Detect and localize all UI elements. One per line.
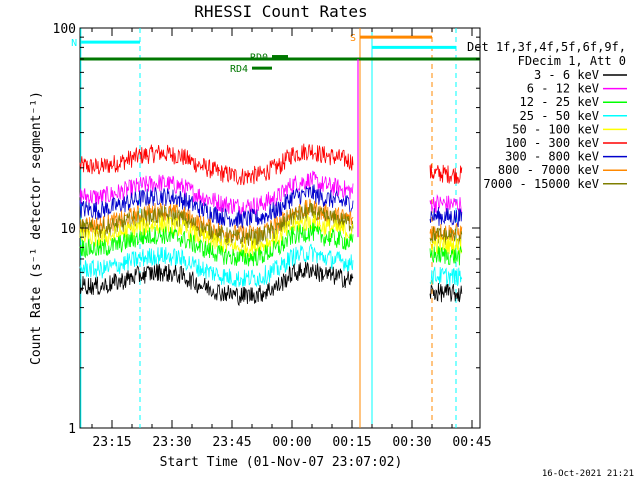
- annotation-bar-label-0: N: [71, 38, 77, 49]
- series-trace-2-1: [429, 245, 463, 266]
- x-tick-label-0: 23:15: [92, 435, 131, 450]
- series-trace-1-1: [429, 193, 463, 215]
- legend-label-7: 800 - 7000 keV: [498, 163, 599, 177]
- x-tick-label-1: 23:30: [152, 435, 191, 450]
- x-tick-label-3: 00:00: [272, 435, 311, 450]
- y-axis-label: Count Rate (s⁻¹ detector segment⁻¹): [29, 91, 44, 365]
- series-trace-2-0: [79, 222, 354, 267]
- footer-timestamp: 16-Oct-2021 21:21: [542, 469, 634, 479]
- annotation-bar-label-4: RD0: [250, 53, 268, 64]
- x-tick-label-6: 00:45: [452, 435, 491, 450]
- series-trace-6-1: [429, 207, 463, 228]
- x-axis-label: Start Time (01-Nov-07 23:07:02): [160, 455, 403, 470]
- y-tick-label-1: 10: [60, 222, 76, 237]
- legend-label-4: 50 - 100 keV: [512, 122, 599, 136]
- legend-label-2: 12 - 25 keV: [520, 95, 599, 109]
- legend-label-3: 25 - 50 keV: [520, 109, 599, 123]
- series-trace-5-0: [79, 143, 354, 186]
- y-tick-label-0: 1: [68, 422, 76, 437]
- series-trace-7-1: [429, 223, 463, 242]
- legend-label-1: 6 - 12 keV: [527, 82, 599, 96]
- annotation-bar-label-5: RD4: [230, 64, 248, 75]
- series-trace-1-0: [79, 170, 354, 218]
- legend-label-5: 100 - 300 keV: [505, 136, 599, 150]
- series-trace-4-1: [429, 236, 463, 256]
- series-trace-6-0: [79, 184, 354, 229]
- series-layer: [79, 58, 463, 307]
- series-trace-4-0: [79, 213, 354, 258]
- series-trace-3-0: [79, 243, 354, 288]
- legend-header-line-1: Det 1f,3f,4f,5f,6f,9f,: [467, 40, 626, 54]
- series-trace-0-1: [429, 282, 463, 303]
- series-trace-3-1: [429, 266, 463, 287]
- series-trace-0-0: [79, 261, 354, 307]
- legend-label-8: 7000 - 15000 keV: [483, 177, 599, 191]
- x-tick-label-4: 00:15: [332, 435, 371, 450]
- y-tick-label-2: 100: [53, 22, 76, 37]
- annotation-bar-label-2: S: [350, 33, 356, 44]
- legend-label-0: 3 - 6 keV: [534, 68, 599, 82]
- x-tick-label-2: 23:45: [212, 435, 251, 450]
- legend-header-line-2: FDecim 1, Att 0: [518, 54, 626, 68]
- axes-layer: 1 10 100 23:15 23:30 23:45 00:00 00:15 00:30 00:4…: [53, 22, 492, 450]
- series-trace-5-1: [429, 164, 463, 185]
- legend-label-6: 300 - 800 keV: [505, 150, 599, 164]
- chart-title: RHESSI Count Rates: [194, 2, 367, 21]
- x-tick-label-5: 00:30: [392, 435, 431, 450]
